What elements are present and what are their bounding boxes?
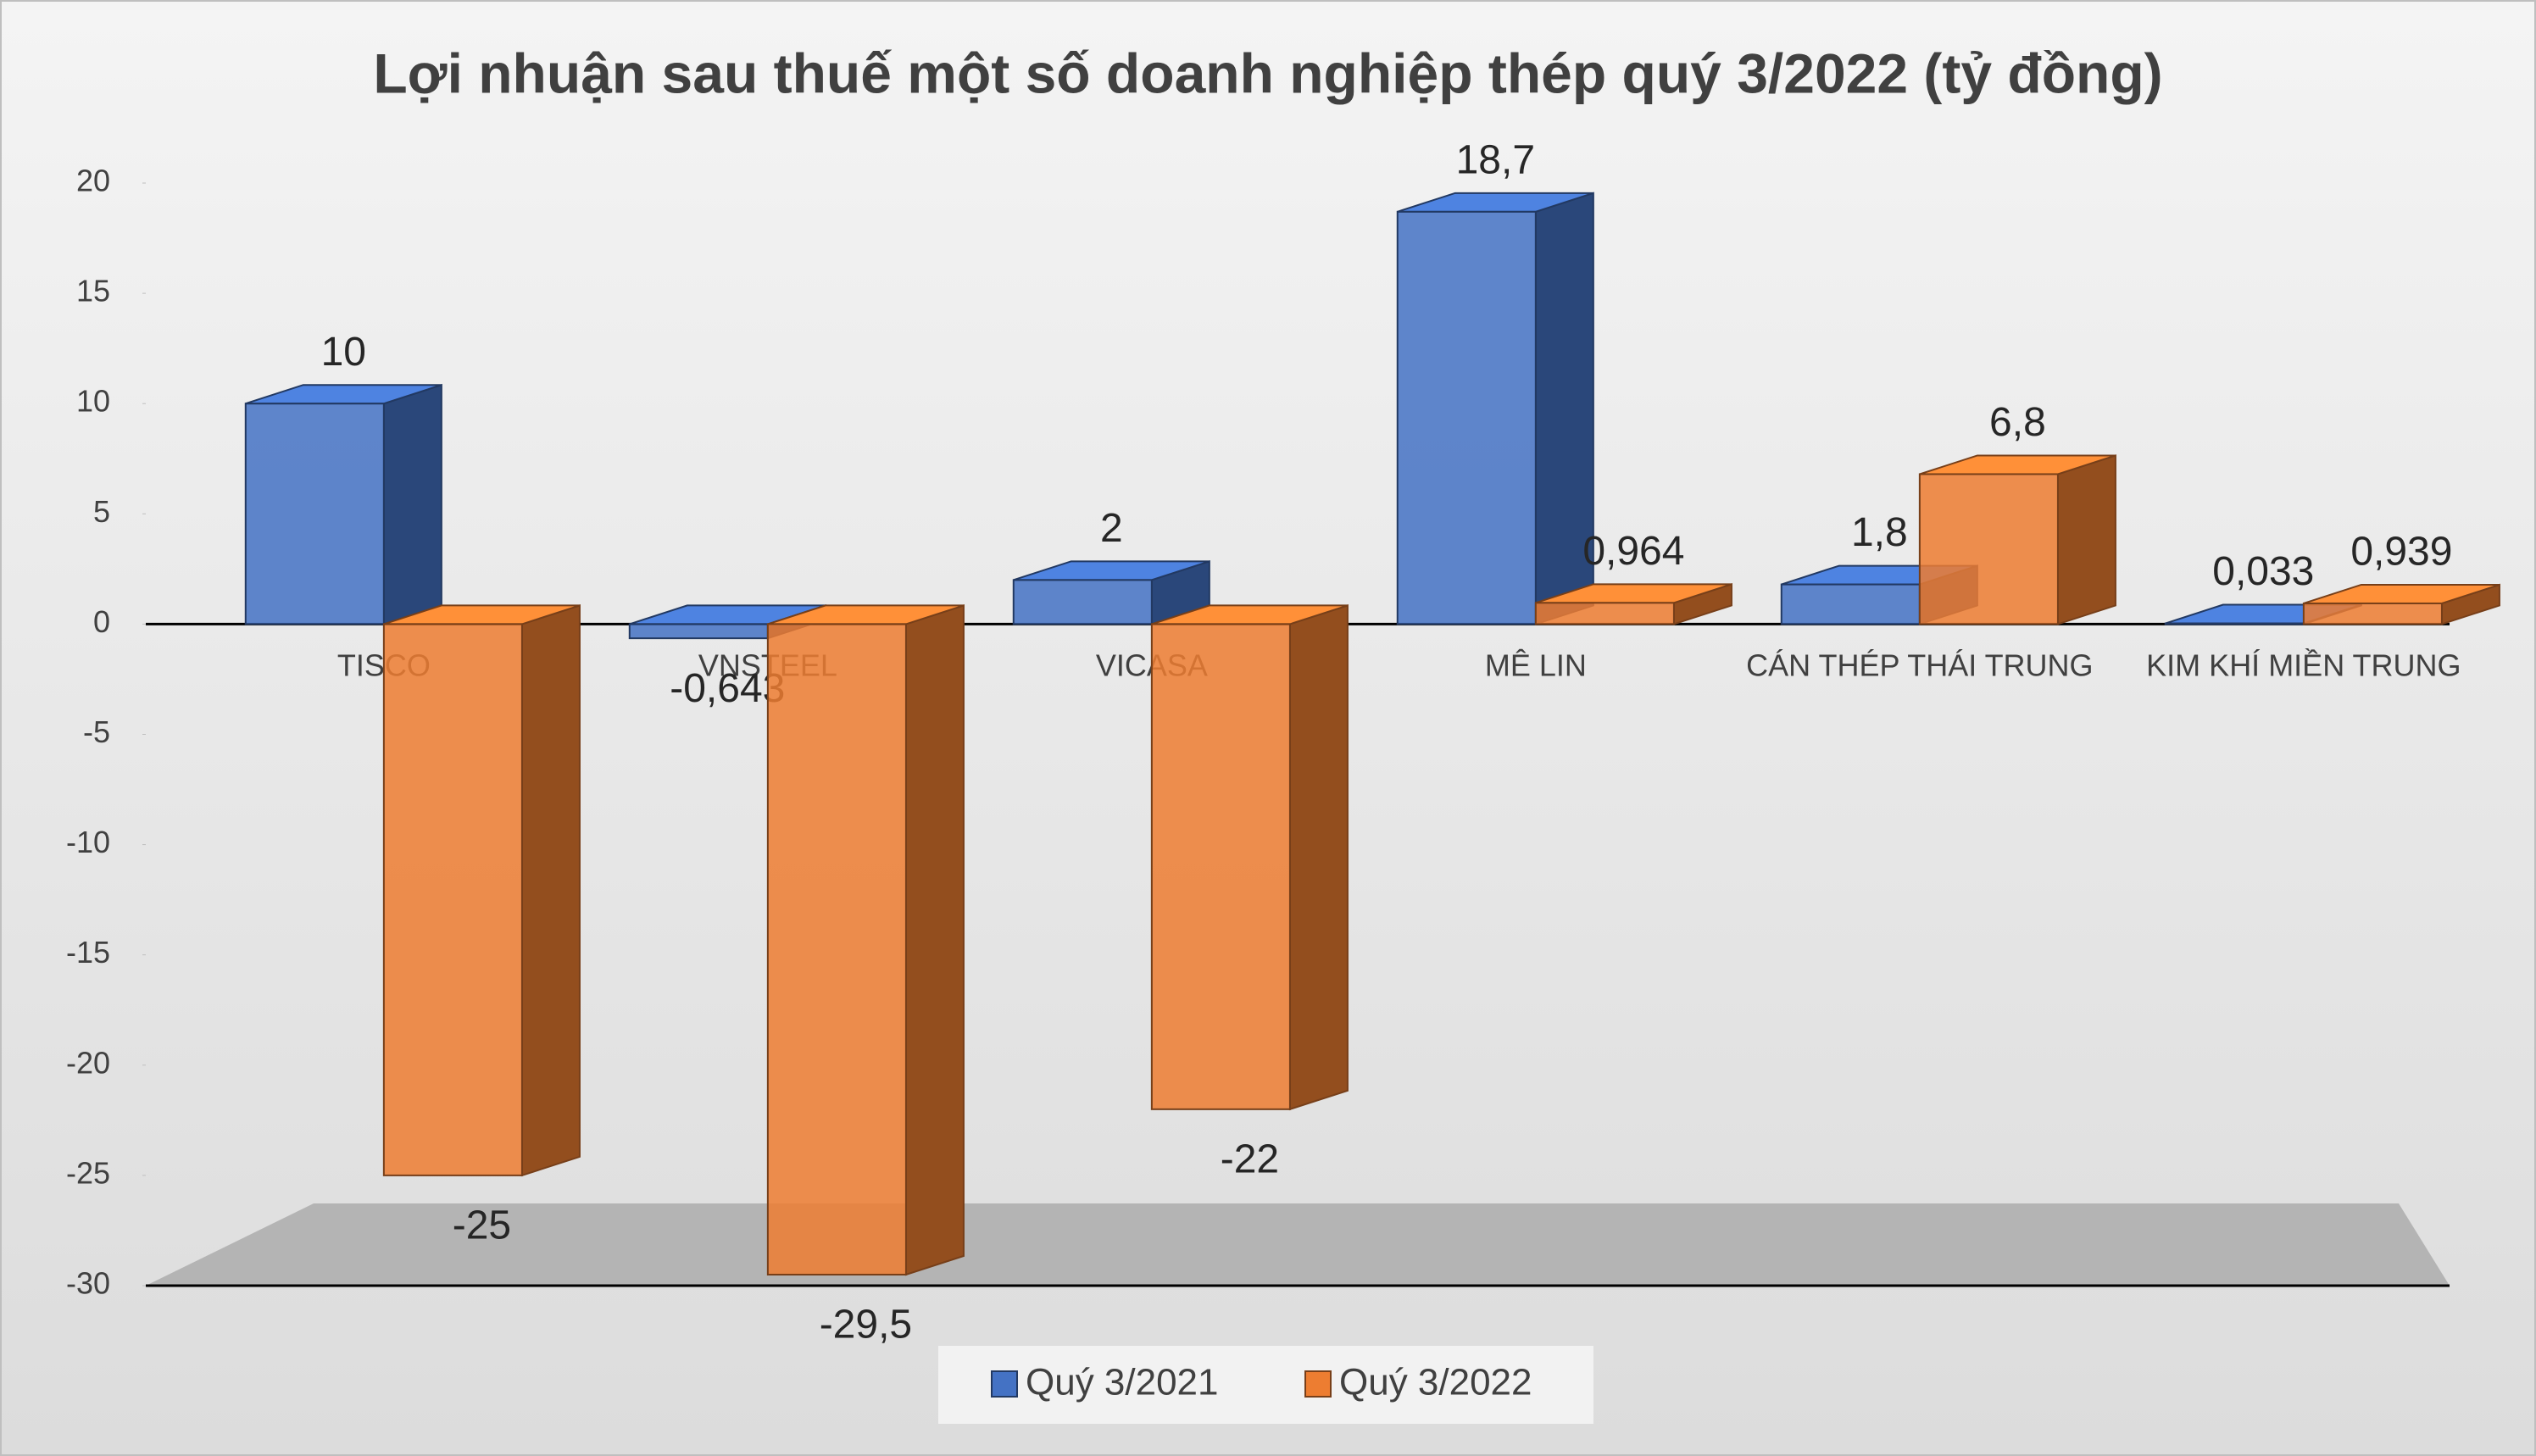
bar (1396, 192, 1594, 625)
bar-front (2302, 602, 2443, 625)
bar-side (2056, 454, 2116, 625)
data-label: -22 (1221, 1137, 1279, 1182)
x-tick-label: KIM KHÍ MIỀN TRUNG (2146, 648, 2461, 683)
y-tick-label: -15 (66, 935, 110, 970)
data-label: 0,939 (2350, 530, 2452, 575)
bar-front (766, 623, 907, 1275)
data-label: -29,5 (820, 1303, 912, 1348)
bar-side (520, 604, 581, 1177)
data-label: 2 (1100, 506, 1123, 551)
legend-swatch (991, 1370, 1018, 1398)
y-tick-label: 20 (76, 164, 110, 198)
data-label: 6,8 (1989, 400, 2046, 445)
bar-front (628, 623, 769, 640)
bar-side (904, 604, 965, 1276)
bar-front (1534, 602, 1675, 625)
bar-front (2164, 622, 2305, 625)
bar (2302, 583, 2500, 625)
y-tick-label: 0 (93, 604, 110, 639)
y-tick-label: 10 (76, 384, 110, 419)
y-tick-label: 5 (93, 494, 110, 529)
x-tick-label: MÊ LIN (1485, 648, 1587, 683)
legend-swatch (1304, 1370, 1332, 1398)
bar (244, 383, 442, 625)
bar-side (1288, 604, 1349, 1111)
bar (1012, 559, 1210, 625)
bar-front (244, 403, 385, 625)
data-label: 1,8 (1851, 510, 1908, 555)
bar-front (1780, 583, 1921, 625)
bar (1534, 582, 1732, 625)
legend-label: Quý 3/2022 (1339, 1362, 1532, 1403)
y-tick-label: -5 (83, 714, 110, 749)
bar (1150, 604, 1349, 1111)
bar (382, 604, 581, 1177)
chart-title: Lợi nhuận sau thuế một số doanh nghiệp t… (373, 42, 2162, 104)
bar-front (1918, 473, 2059, 625)
y-tick-label: -30 (66, 1266, 110, 1301)
x-tick-label: CÁN THÉP THÁI TRUNG (1746, 648, 2093, 683)
data-label: 0,964 (1582, 529, 1684, 574)
bar-side (382, 383, 442, 625)
data-label: -25 (453, 1203, 511, 1248)
data-label: 10 (321, 330, 366, 375)
bar-front (1012, 579, 1153, 625)
data-label: 0,033 (2212, 549, 2314, 594)
legend-label: Quý 3/2021 (1026, 1362, 1219, 1403)
floor (146, 1203, 2450, 1286)
bar-front (1396, 210, 1537, 625)
bar-front (382, 623, 523, 1176)
legend (938, 1346, 1593, 1424)
y-tick-label: 15 (76, 274, 110, 308)
data-label: -0,643 (670, 666, 785, 711)
bar (766, 604, 965, 1276)
bar-front (1150, 623, 1291, 1110)
bar (1918, 454, 2116, 625)
y-tick-label: -10 (66, 825, 110, 859)
y-tick-label: -25 (66, 1155, 110, 1190)
data-label: 18,7 (1456, 137, 1535, 182)
y-tick-label: -20 (66, 1045, 110, 1080)
